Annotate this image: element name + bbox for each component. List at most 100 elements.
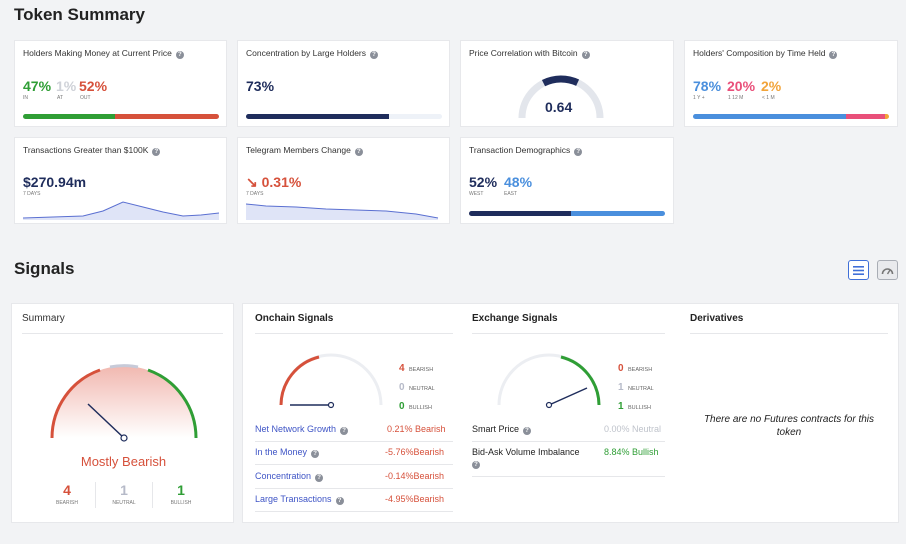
help-icon[interactable]: ? bbox=[523, 427, 532, 435]
summary-verdict: Mostly Bearish bbox=[80, 454, 167, 469]
help-icon[interactable]: ? bbox=[340, 427, 349, 435]
price-correlation-card: Price Correlation with Bitcoin? 0.64 bbox=[460, 40, 674, 127]
out-label: OUT bbox=[80, 95, 91, 101]
exchange-row-name: Bid-Ask Volume Imbalance bbox=[472, 447, 580, 457]
composition-seg-3 bbox=[885, 114, 889, 119]
onchain-bearish-count: 4 bbox=[399, 363, 405, 374]
composition-l3: < 1 M bbox=[762, 95, 775, 101]
token-summary-heading: Token Summary bbox=[14, 5, 146, 24]
onchain-title: Onchain Signals bbox=[255, 313, 334, 324]
summary-bearish-count: 4 bbox=[63, 482, 71, 498]
summary-bearish-label: BEARISH bbox=[56, 500, 78, 506]
composition-v2: 20% bbox=[727, 78, 756, 94]
transactions-sparkline bbox=[23, 201, 219, 220]
list-icon bbox=[853, 265, 864, 275]
correlation-value: 0.64 bbox=[545, 99, 573, 115]
holders-composition-card: Holders' Composition by Time Held? 78% 2… bbox=[684, 40, 898, 127]
summary-gauge bbox=[50, 364, 198, 442]
exchange-bullish-label: BULLISH bbox=[628, 405, 651, 411]
onchain-neutral-count: 0 bbox=[399, 382, 405, 393]
exchange-row-verdict: Neutral bbox=[632, 424, 662, 434]
out-value: 52% bbox=[79, 78, 108, 94]
help-icon[interactable]: ? bbox=[311, 450, 320, 458]
help-icon[interactable]: ? bbox=[354, 148, 363, 156]
in-segment bbox=[23, 114, 116, 119]
exchange-row-name: Smart Price bbox=[472, 424, 520, 434]
concentration-value: 73% bbox=[246, 78, 275, 94]
onchain-bullish-count: 0 bbox=[399, 401, 405, 412]
composition-l1: 1 Y + bbox=[693, 95, 705, 101]
help-icon[interactable]: ? bbox=[574, 148, 583, 156]
onchain-row-verdict: Bearish bbox=[413, 471, 445, 481]
concentration-card: Concentration by Large Holders? 73% bbox=[237, 40, 450, 127]
exchange-bearish-count: 0 bbox=[618, 363, 624, 374]
down-arrow-icon: ↘ bbox=[246, 174, 258, 190]
exchange-row-value: 8.84% bbox=[604, 447, 630, 457]
in-value: 47% bbox=[23, 78, 52, 94]
transactions-card: Transactions Greater than $100K? $270.94… bbox=[14, 137, 227, 224]
composition-seg-2 bbox=[845, 114, 886, 119]
at-label: AT bbox=[57, 95, 64, 101]
help-icon[interactable]: ? bbox=[152, 148, 161, 156]
help-icon[interactable]: ? bbox=[315, 474, 324, 482]
summary-title: Summary bbox=[22, 313, 65, 324]
at-value: 1% bbox=[56, 78, 77, 94]
onchain-row-name[interactable]: Concentration bbox=[255, 471, 312, 481]
telegram-title: Telegram Members Change bbox=[246, 145, 351, 155]
in-label: IN bbox=[23, 95, 28, 101]
summary-neutral-label: NEUTRAL bbox=[112, 500, 136, 506]
help-icon[interactable]: ? bbox=[829, 51, 838, 59]
onchain-neutral-label: NEUTRAL bbox=[409, 386, 435, 392]
help-icon[interactable]: ? bbox=[335, 497, 344, 505]
transactions-title: Transactions Greater than $100K bbox=[23, 145, 149, 155]
gauge-view-button[interactable] bbox=[877, 260, 898, 280]
tx-demographics-card: Transaction Demographics? 52% 48% WEST E… bbox=[460, 137, 674, 224]
composition-v1: 78% bbox=[693, 78, 722, 94]
composition-seg-1 bbox=[693, 114, 846, 119]
onchain-row-verdict: Bearish bbox=[413, 447, 445, 457]
onchain-row-name[interactable]: Net Network Growth bbox=[255, 424, 337, 434]
exchange-title: Exchange Signals bbox=[472, 313, 558, 324]
composition-bar bbox=[693, 114, 889, 119]
summary-gauge-needle bbox=[87, 403, 125, 439]
signals-heading: Signals bbox=[14, 259, 75, 278]
composition-v3: 2% bbox=[761, 78, 782, 94]
derivatives-title: Derivatives bbox=[690, 313, 744, 324]
east-label: EAST bbox=[504, 191, 518, 197]
concentration-title: Concentration by Large Holders bbox=[246, 48, 367, 58]
holders-composition-title: Holders' Composition by Time Held bbox=[693, 48, 826, 58]
telegram-card: Telegram Members Change? ↘ 0.31% 7 DAYS bbox=[237, 137, 450, 224]
onchain-row-value: -5.76% bbox=[385, 447, 414, 457]
summary-bullish-label: BULLISH bbox=[170, 500, 192, 506]
list-view-button[interactable] bbox=[848, 260, 869, 280]
exchange-neutral-label: NEUTRAL bbox=[628, 386, 654, 392]
help-icon[interactable]: ? bbox=[581, 51, 590, 59]
tx-demographics-title: Transaction Demographics bbox=[469, 145, 571, 155]
onchain-row-value: -0.14% bbox=[385, 471, 414, 481]
exchange-neutral-count: 1 bbox=[618, 382, 624, 393]
concentration-fill bbox=[246, 114, 390, 119]
onchain-row-name[interactable]: Large Transactions bbox=[255, 494, 332, 504]
east-value: 48% bbox=[504, 174, 533, 190]
holders-money-bar bbox=[23, 114, 219, 119]
price-correlation-title: Price Correlation with Bitcoin bbox=[469, 48, 578, 58]
summary-neutral-count: 1 bbox=[120, 482, 128, 498]
exchange-gauge-needle bbox=[548, 387, 588, 406]
onchain-bullish-label: BULLISH bbox=[409, 405, 432, 411]
out-segment bbox=[115, 114, 219, 119]
help-icon[interactable]: ? bbox=[175, 51, 184, 59]
west-value: 52% bbox=[469, 174, 498, 190]
east-segment bbox=[570, 211, 665, 216]
onchain-row-name[interactable]: In the Money bbox=[255, 447, 308, 457]
help-icon[interactable]: ? bbox=[370, 51, 379, 59]
signals-summary-card: Summary Mostly Bearish 4 BEARISH 1 NEUTR… bbox=[11, 303, 234, 523]
composition-l2: 1 12 M bbox=[728, 95, 744, 101]
derivatives-message: There are no Futures contracts for this … bbox=[703, 414, 875, 438]
exchange-row-value: 0.00% bbox=[604, 424, 630, 434]
demographics-bar bbox=[469, 211, 665, 216]
help-icon[interactable]: ? bbox=[472, 461, 480, 469]
exchange-bearish-label: BEARISH bbox=[628, 367, 653, 373]
telegram-value: 0.31% bbox=[261, 174, 302, 190]
signals-detail-card: Onchain Signals 4 BEARISH 0 NEUTRAL 0 BU… bbox=[242, 303, 899, 523]
holders-money-title: Holders Making Money at Current Price bbox=[23, 48, 172, 58]
